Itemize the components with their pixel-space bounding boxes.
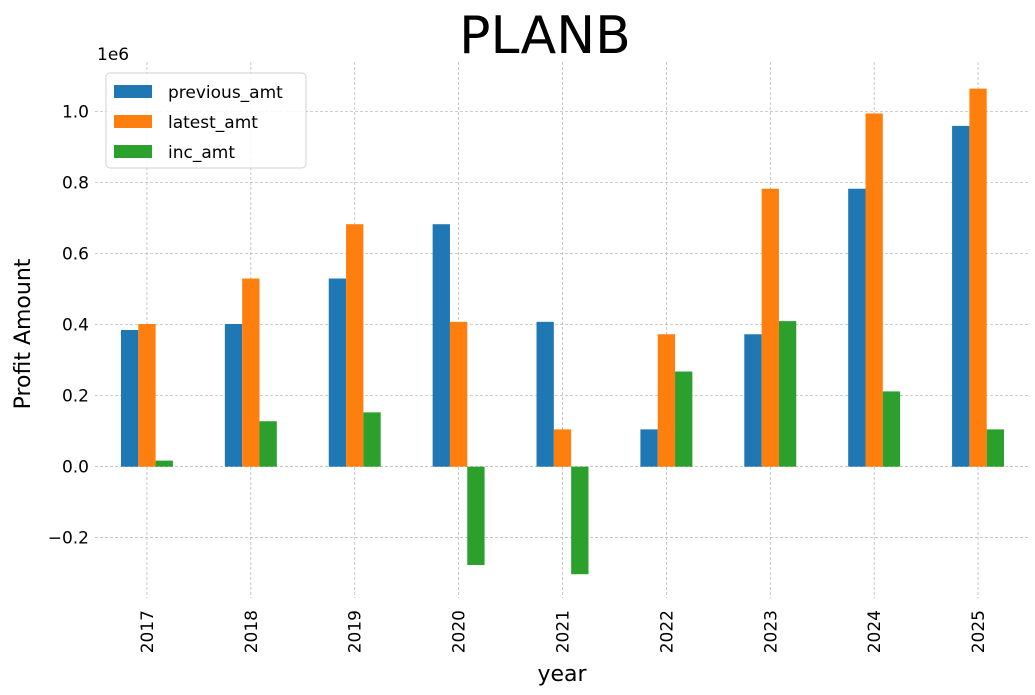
bar-previous_amt-2020: [432, 224, 450, 467]
y-tick-label: 0.4: [62, 316, 89, 336]
bar-previous_amt-2022: [640, 429, 658, 467]
bar-previous_amt-2018: [224, 323, 243, 467]
x-ticks: 2017 2018 2019 2020 2021 2022 2023 2024 2025: [138, 610, 989, 653]
bar-inc_amt-2022: [675, 371, 693, 467]
x-axis-label: year: [537, 662, 587, 687]
y-ticks: −0.2 0.0 0.2 0.4 0.6 0.8 1.0: [48, 103, 89, 549]
y-axis-label: Profit Amount: [11, 258, 36, 409]
y-tick-label: 1.0: [62, 103, 89, 123]
bar-latest_amt-2020: [449, 321, 468, 467]
bar-previous_amt-2021: [536, 321, 554, 467]
x-tick-label: 2019: [346, 610, 366, 653]
bars: [120, 88, 1005, 575]
bar-inc_amt-2023: [778, 321, 797, 467]
x-tick-label: 2018: [242, 610, 262, 653]
bar-latest_amt-2019: [346, 224, 364, 467]
chart-title: PLANB: [459, 6, 631, 66]
x-tick-label: 2025: [969, 610, 989, 653]
x-tick-label: 2017: [138, 610, 158, 653]
bar-latest_amt-2017: [138, 323, 156, 467]
bar-inc_amt-2018: [259, 421, 277, 467]
bar-inc_amt-2025: [986, 429, 1005, 467]
y-tick-label: 0.2: [62, 387, 89, 407]
x-tick-label: 2021: [554, 610, 574, 653]
x-tick-label: 2023: [761, 610, 781, 653]
legend-swatch-previous_amt: [114, 85, 152, 98]
bar-latest_amt-2024: [865, 113, 883, 467]
x-tick-label: 2020: [450, 610, 470, 653]
legend: previous_amt latest_amt inc_amt: [105, 72, 307, 169]
y-tick-label: −0.2: [48, 529, 89, 549]
bar-latest_amt-2021: [553, 429, 572, 467]
x-tick-label: 2022: [657, 610, 677, 653]
bar-previous_amt-2017: [120, 330, 139, 467]
y-tick-label: 0.0: [62, 458, 89, 478]
y-tick-label: 0.6: [62, 245, 89, 265]
legend-swatch-inc_amt: [114, 145, 152, 158]
bar-previous_amt-2019: [328, 278, 347, 467]
bar-latest_amt-2022: [657, 334, 676, 467]
bar-inc_amt-2020: [467, 466, 485, 565]
y-offset-label: 1e6: [97, 45, 129, 65]
x-tick-label: 2024: [865, 610, 885, 653]
bar-previous_amt-2023: [744, 334, 762, 467]
bar-latest_amt-2023: [761, 188, 779, 467]
bar-previous_amt-2025: [952, 125, 970, 467]
bar-latest_amt-2018: [242, 278, 260, 467]
bar-inc_amt-2019: [363, 412, 381, 467]
legend-label-latest_amt: latest_amt: [168, 113, 258, 133]
bar-latest_amt-2025: [969, 88, 987, 467]
bar-inc_amt-2021: [571, 466, 589, 575]
legend-frame: [105, 72, 307, 169]
bar-inc_amt-2017: [155, 460, 173, 467]
bar-inc_amt-2024: [882, 391, 901, 467]
bar-previous_amt-2024: [848, 188, 866, 467]
legend-label-inc_amt: inc_amt: [168, 143, 235, 163]
legend-label-previous_amt: previous_amt: [168, 83, 283, 103]
y-tick-label: 0.8: [62, 174, 89, 194]
legend-swatch-latest_amt: [114, 115, 152, 128]
